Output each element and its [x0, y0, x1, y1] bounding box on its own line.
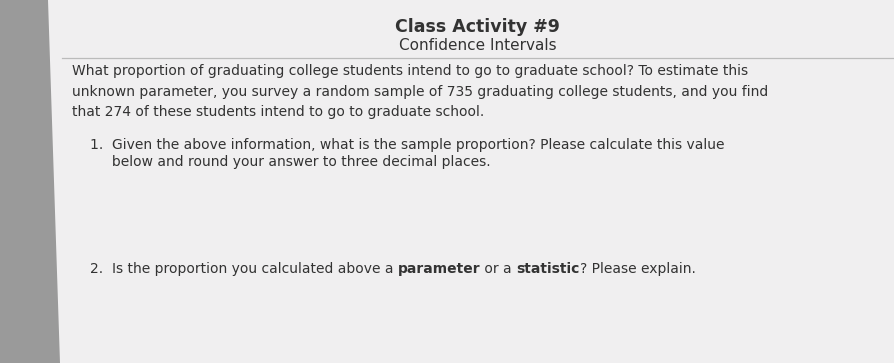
Text: parameter: parameter [397, 262, 480, 276]
Text: Is the proportion you calculated above a: Is the proportion you calculated above a [112, 262, 397, 276]
Bar [0, 0, 65, 363]
Text: below and round your answer to three decimal places.: below and round your answer to three dec… [90, 155, 490, 169]
Text: ? Please explain.: ? Please explain. [579, 262, 695, 276]
Text: What proportion of graduating college students intend to go to graduate school? : What proportion of graduating college st… [72, 64, 767, 119]
Text: statistic: statistic [516, 262, 579, 276]
Text: Class Activity #9: Class Activity #9 [394, 18, 560, 36]
Text: Confidence Intervals: Confidence Intervals [398, 38, 556, 53]
Polygon shape [48, 0, 894, 363]
Text: 2.: 2. [90, 262, 112, 276]
Text: or a: or a [480, 262, 516, 276]
Text: 1.  Given the above information, what is the sample proportion? Please calculate: 1. Given the above information, what is … [90, 138, 723, 152]
